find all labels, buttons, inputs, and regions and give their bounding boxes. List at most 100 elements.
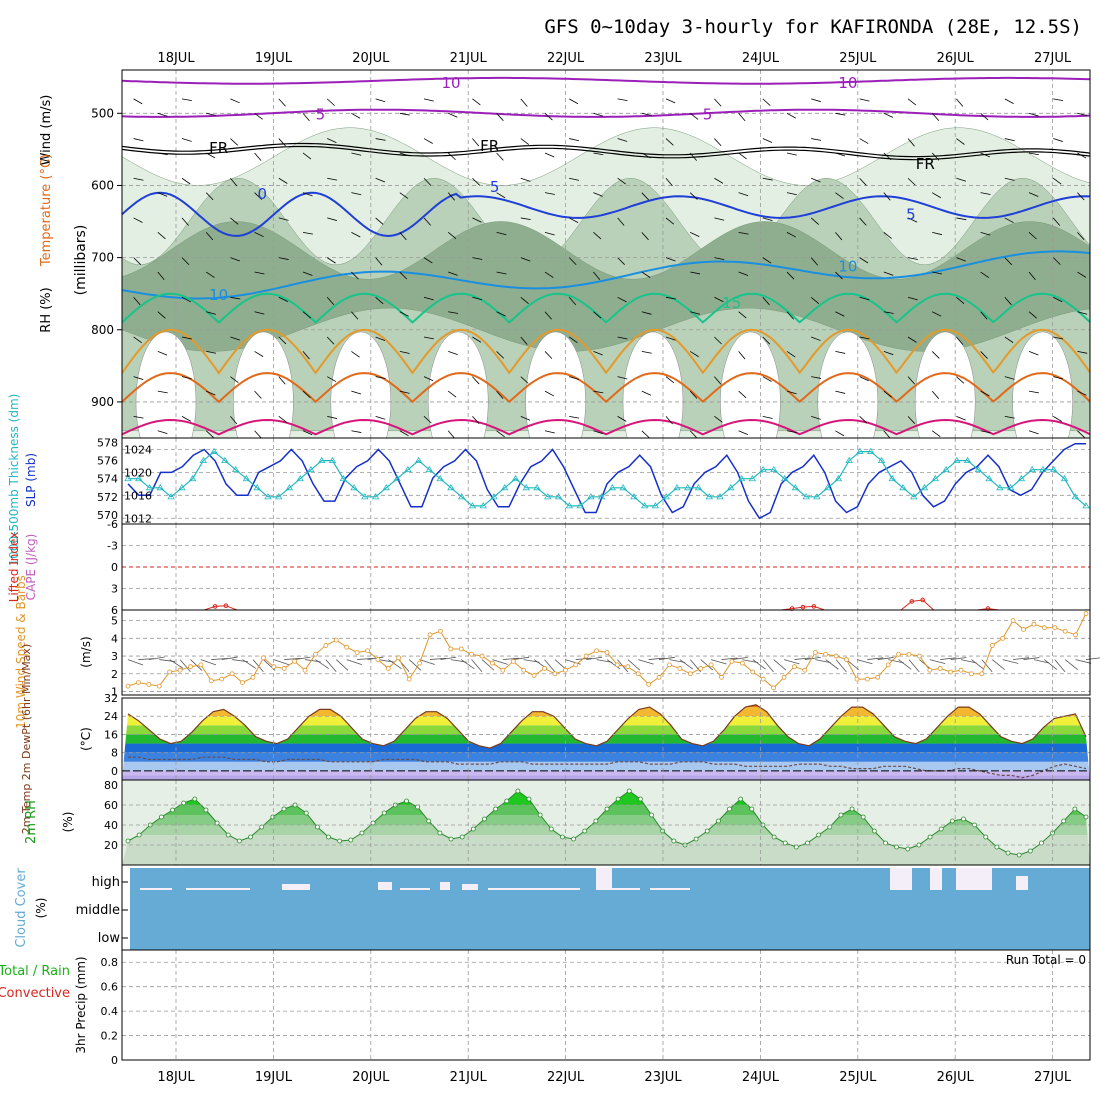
wind10-marker bbox=[937, 666, 943, 671]
cloud-gap bbox=[282, 884, 310, 890]
wind-barb bbox=[1028, 152, 1039, 156]
wind-barb bbox=[448, 112, 458, 118]
precip-tick-3: 0.6 bbox=[101, 981, 119, 994]
wind-barb bbox=[133, 177, 144, 181]
thickness-marker bbox=[727, 484, 735, 491]
wind-barb bbox=[206, 112, 217, 116]
wind-barb bbox=[423, 416, 432, 424]
wind10-marker bbox=[698, 666, 704, 671]
date-bottom-0: 18JUL bbox=[157, 1070, 195, 1085]
wind10-marker bbox=[583, 653, 589, 659]
rh-marker bbox=[515, 788, 521, 794]
rh-marker bbox=[1005, 850, 1011, 856]
wind-barb bbox=[883, 430, 891, 438]
wind-barb bbox=[351, 192, 362, 196]
wind10-marker bbox=[313, 651, 318, 657]
wind-barb bbox=[302, 390, 311, 399]
wind-barb bbox=[181, 336, 192, 340]
wind-barb bbox=[230, 376, 239, 384]
rh-marker bbox=[715, 818, 721, 824]
wind-barb bbox=[544, 351, 553, 359]
wind-barb bbox=[278, 177, 288, 184]
wind-barb bbox=[205, 192, 214, 201]
wind-barb bbox=[641, 112, 652, 116]
wind-barb bbox=[302, 192, 313, 197]
rh-marker bbox=[638, 796, 643, 802]
thickness-marker bbox=[1071, 493, 1079, 500]
date-top-4: 22JUL bbox=[547, 51, 585, 66]
precip-panel: 0 0.2 0.4 0.6 0.8 Run Total = 0 bbox=[101, 949, 1091, 1067]
ylabel-total-rain: Total / Rain bbox=[0, 964, 70, 979]
wind10-barb bbox=[940, 657, 957, 660]
rh-marker bbox=[749, 806, 755, 812]
wind-barb bbox=[472, 376, 480, 385]
wind-tick-3: 4 bbox=[111, 632, 118, 645]
wind-barb bbox=[399, 271, 408, 280]
wind-barb bbox=[690, 271, 701, 275]
contour-minus5 bbox=[122, 108, 1090, 118]
wind10-barb bbox=[1044, 659, 1058, 670]
wind-barb bbox=[883, 192, 891, 201]
rh-tick-3: 80 bbox=[104, 779, 118, 792]
wind10-marker bbox=[667, 662, 672, 668]
wind-barb bbox=[738, 152, 747, 160]
wind-barb bbox=[810, 296, 820, 305]
thickness-marker bbox=[673, 484, 681, 491]
wind-barb bbox=[327, 376, 337, 382]
wind-barb bbox=[738, 390, 747, 399]
wind-barb bbox=[1028, 311, 1037, 319]
wind10-marker bbox=[573, 662, 579, 668]
wind10-barb bbox=[783, 659, 800, 665]
wind-barb bbox=[375, 296, 384, 305]
wind-barb bbox=[423, 98, 434, 102]
upper-ytick-2: 700 bbox=[91, 251, 114, 265]
thickness-marker bbox=[178, 484, 186, 491]
thickness-marker bbox=[716, 493, 724, 500]
panel-labels: Wind (m/s)Temperature (°C) RH (%) (milliba… bbox=[0, 95, 93, 1054]
wind-barb bbox=[447, 152, 456, 161]
wind-barb bbox=[157, 152, 168, 156]
wind-barb bbox=[1052, 257, 1061, 265]
thickness-marker bbox=[802, 493, 810, 500]
rh-marker bbox=[548, 826, 554, 832]
wind-barb bbox=[181, 416, 191, 422]
thickness-marker bbox=[565, 502, 574, 509]
wind-barb bbox=[133, 336, 142, 344]
wind-barb bbox=[835, 192, 844, 199]
wind-barb bbox=[230, 217, 239, 225]
temp-tick-0: 0 bbox=[111, 765, 118, 778]
thickness-marker bbox=[1082, 502, 1090, 509]
ylabel-thickness: 1000-500mb Thickness (dm) bbox=[7, 394, 21, 567]
wind10-marker bbox=[417, 660, 422, 666]
wind-barb bbox=[157, 232, 166, 240]
wind10-barb bbox=[846, 659, 860, 671]
lifted-index-panel: -6 -3 0 3 6 bbox=[107, 518, 1091, 617]
wind10-marker bbox=[1041, 625, 1047, 631]
wind-barb bbox=[157, 311, 166, 319]
wind10-barb bbox=[1075, 659, 1092, 664]
wind10-marker bbox=[125, 683, 131, 689]
wind-barb bbox=[956, 415, 966, 421]
wind-barb bbox=[351, 112, 361, 119]
temp-band bbox=[122, 775, 1090, 780]
wind10-marker bbox=[677, 666, 683, 671]
date-top-7: 25JUL bbox=[839, 51, 877, 66]
thickness-marker bbox=[533, 484, 541, 491]
wind-barb bbox=[883, 351, 894, 356]
thickness-marker bbox=[221, 456, 229, 464]
contour-label-7: 0 bbox=[258, 185, 268, 203]
thickness-marker bbox=[188, 474, 197, 482]
wind-barb bbox=[665, 177, 673, 187]
wind10-marker bbox=[771, 685, 777, 691]
wind-barb bbox=[1077, 311, 1088, 315]
ylabel-wind: Wind (m/s) bbox=[39, 95, 54, 166]
thickness-marker bbox=[985, 474, 993, 482]
wind-barb bbox=[133, 98, 143, 105]
wind10-marker bbox=[687, 671, 693, 677]
wind10-marker bbox=[739, 660, 745, 666]
wind10-barb bbox=[273, 659, 290, 666]
wind10-barb bbox=[565, 659, 581, 665]
thickness-marker bbox=[371, 493, 380, 500]
wind10-marker bbox=[167, 669, 173, 675]
thickness-marker bbox=[522, 484, 530, 491]
